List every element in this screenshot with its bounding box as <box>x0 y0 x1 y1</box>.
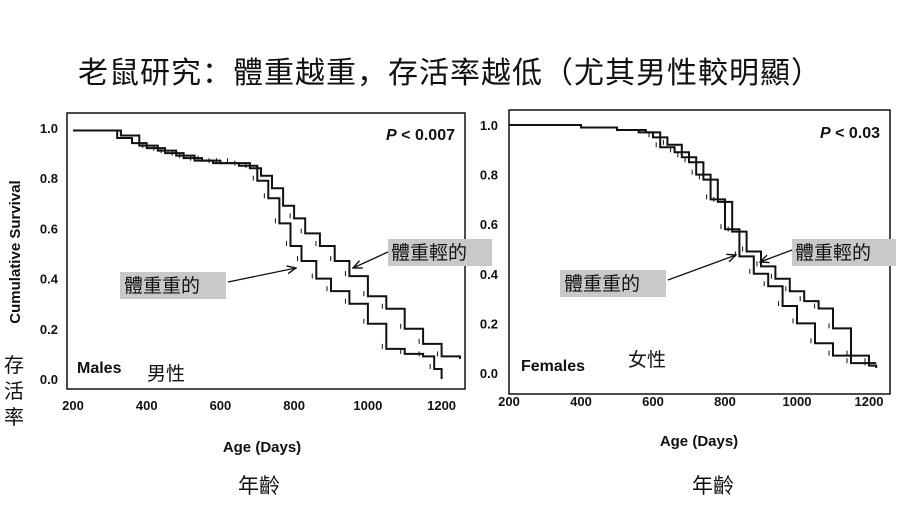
females-heavy-label: 體重重的 <box>564 273 640 295</box>
males-x-axis-title: Age (Days) <box>223 439 301 456</box>
males-x-tick-label: 1200 <box>427 398 456 413</box>
females-y-tick-label: 0.8 <box>480 168 498 183</box>
males-y-tick-label: 1.0 <box>40 121 58 136</box>
males-y-axis-title: Cumulative Survival <box>7 180 24 323</box>
females-series-heavy-line <box>509 124 878 368</box>
females-light-label: 體重輕的 <box>795 242 871 264</box>
y-label-char: 率 <box>4 405 24 429</box>
females-light-label-bg <box>792 239 896 266</box>
females-x-label-zh: 年齡 <box>692 474 734 498</box>
females-x-axis-title: Age (Days) <box>660 433 738 450</box>
males-light-label: 體重輕的 <box>391 242 467 264</box>
females-heavy-arrow <box>667 255 736 281</box>
females-y-tick-label: 0.6 <box>480 217 498 232</box>
females-panel: Age (Days) P < 0.03 Females 女性 體重重的 體重輕的… <box>480 109 896 450</box>
males-y-tick-label: 0.6 <box>40 221 58 236</box>
males-p-symbol: P <box>386 127 397 144</box>
females-light-arrow <box>760 249 793 262</box>
females-y-tick-label: 1.0 <box>480 118 498 133</box>
males-heavy-label-bg <box>120 272 226 299</box>
females-series-light-line <box>509 124 877 365</box>
y-label-char: 存 <box>4 353 24 377</box>
females-x-tick-label: 800 <box>714 394 736 409</box>
females-p-value: P < 0.03 <box>820 125 880 142</box>
females-p-symbol: P <box>820 125 831 142</box>
females-survival-lines <box>509 124 878 368</box>
males-light-arrow <box>353 251 389 268</box>
females-x-tick-label: 200 <box>498 394 520 409</box>
males-x-tick-label: 400 <box>136 398 158 413</box>
males-series-light-line <box>73 129 461 359</box>
males-x-label-zh: 年齡 <box>238 474 280 498</box>
males-y-tick-label: 0.0 <box>40 372 58 387</box>
males-heavy-label: 體重重的 <box>124 275 200 297</box>
males-label: Males <box>77 360 122 377</box>
y-axis-label-zh: 存 活 率 <box>4 352 28 430</box>
males-axis-ticks: 200 400 600 800 1000 1200 0.0 0.2 0.4 0.6 0.8 1.0 <box>40 121 456 413</box>
females-x-tick-label: 600 <box>642 394 664 409</box>
males-x-tick-label: 200 <box>62 398 84 413</box>
males-light-label-bg <box>388 239 492 266</box>
males-x-tick-label: 800 <box>283 398 305 413</box>
males-label-zh: 男性 <box>147 363 185 385</box>
females-x-tick-label: 1000 <box>783 394 812 409</box>
males-y-tick-label: 0.8 <box>40 171 58 186</box>
males-y-tick-label: 0.4 <box>40 272 59 287</box>
males-p-value: P < 0.007 <box>386 127 455 144</box>
males-x-tick-label: 1000 <box>353 398 382 413</box>
females-heavy-label-bg <box>560 270 666 297</box>
males-series-heavy-line <box>73 129 443 379</box>
females-y-tick-label: 0.4 <box>480 267 499 282</box>
females-axis-ticks: 200 400 600 800 1000 1200 0.0 0.2 0.4 0.6 0.8 1.0 <box>480 118 884 409</box>
y-label-char: 活 <box>4 379 24 403</box>
page-title: 老鼠研究：體重越重，存活率越低（尤其男性較明顯） <box>78 56 822 91</box>
males-panel: Cumulative Survival Age (Days) P < 0.007… <box>7 112 492 456</box>
females-x-tick-label: 1200 <box>855 394 884 409</box>
females-y-tick-label: 0.2 <box>480 316 498 331</box>
females-label-zh: 女性 <box>628 349 666 371</box>
females-y-tick-label: 0.0 <box>480 366 498 381</box>
males-heavy-arrow <box>227 268 296 283</box>
females-x-tick-label: 400 <box>570 394 592 409</box>
males-survival-lines <box>73 129 461 379</box>
males-y-tick-label: 0.2 <box>40 322 58 337</box>
males-x-tick-label: 600 <box>210 398 232 413</box>
females-p-text: < 0.03 <box>831 125 880 142</box>
females-label: Females <box>521 358 585 375</box>
males-p-text: < 0.007 <box>397 127 455 144</box>
